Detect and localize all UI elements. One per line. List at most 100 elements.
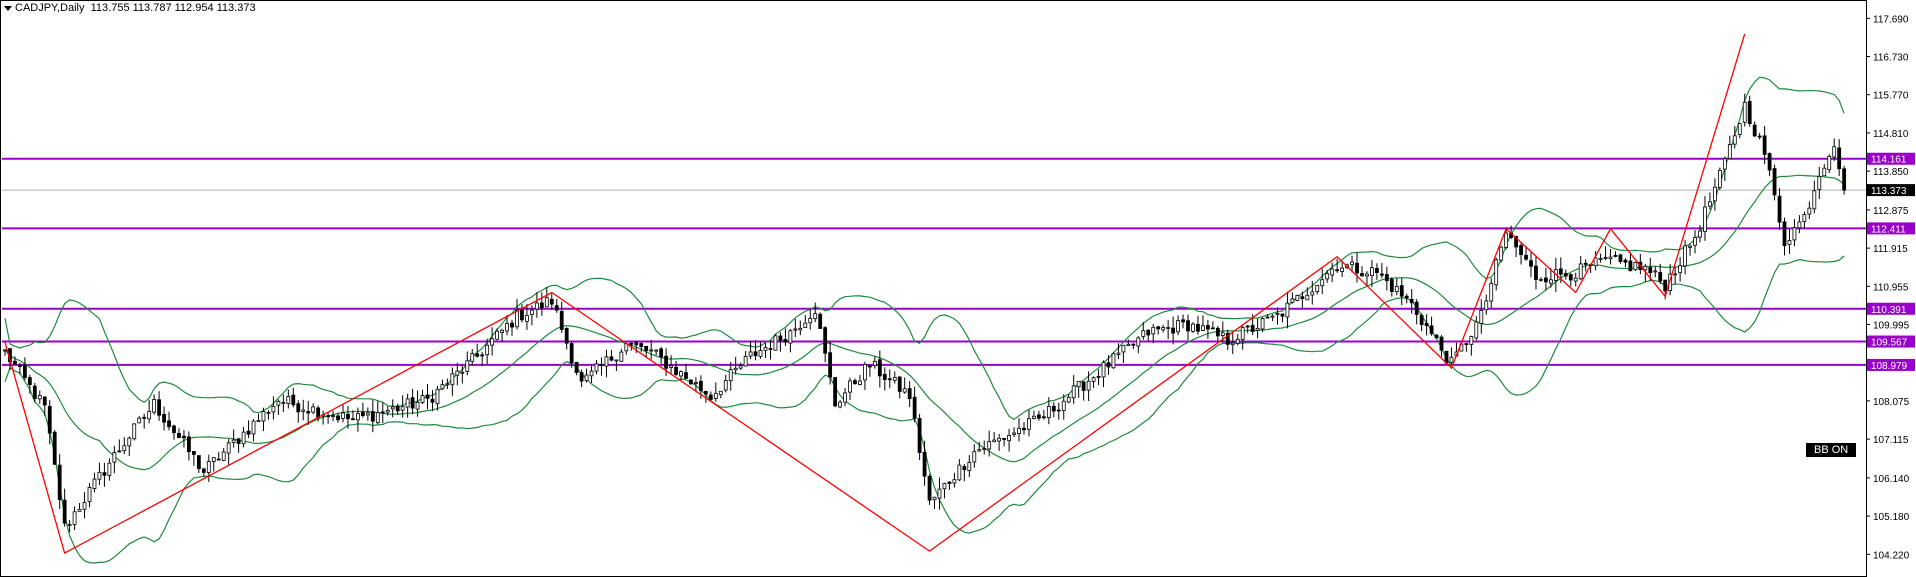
candle-body [927, 476, 932, 501]
candle-body [619, 351, 624, 362]
candle-body [1474, 321, 1479, 339]
candle-body [1817, 176, 1822, 190]
candle-body [1161, 327, 1166, 331]
bb-lower-band [4, 255, 1845, 564]
candle-body [525, 314, 529, 322]
candle-body [410, 397, 415, 409]
candle-body [1792, 227, 1797, 241]
candle-body [599, 364, 604, 366]
candle-body [1295, 295, 1300, 301]
candle-body [137, 417, 142, 424]
candle-body [1713, 186, 1717, 202]
candle-body [1066, 396, 1071, 403]
candle-body [1096, 376, 1101, 378]
candle-body [1593, 257, 1598, 267]
candle-body [1210, 327, 1215, 330]
candle-body [1583, 262, 1588, 265]
candle-body [445, 383, 450, 386]
candle-body [1315, 285, 1320, 292]
candle-body [1613, 255, 1618, 257]
candle-body [182, 435, 186, 439]
candle-body [1489, 282, 1494, 302]
candle-body [1215, 327, 1220, 337]
candle-body [1494, 259, 1499, 286]
candle-body [594, 363, 599, 372]
candle-body [1688, 245, 1692, 248]
candle-body [962, 466, 967, 471]
candle-body [1757, 135, 1762, 138]
candle-body [172, 425, 176, 434]
candle-body [226, 442, 231, 454]
bb-upper-band [4, 76, 1845, 421]
candle-body [1255, 327, 1260, 331]
candle-body [1623, 259, 1628, 263]
candle-body [529, 309, 534, 315]
candle-body [1837, 147, 1842, 170]
candle-body [569, 343, 574, 364]
candle-body [1414, 301, 1419, 315]
candle-body [42, 396, 47, 406]
candle-body [1235, 338, 1240, 344]
candle-body [241, 431, 246, 445]
candle-body [206, 461, 211, 473]
candle-body [460, 371, 465, 374]
plot-border [0, 0, 1867, 577]
candle-body [1628, 260, 1633, 272]
candle-body [708, 394, 713, 400]
candle-body [1379, 273, 1384, 276]
candle-body [718, 390, 723, 396]
candle-body [1017, 427, 1021, 434]
candle-body [62, 499, 67, 524]
candle-body [1683, 245, 1687, 267]
candle-body [132, 423, 137, 440]
candle-body [405, 398, 410, 408]
y-tick-label: 111.915 [1873, 244, 1908, 255]
candle-body [1578, 263, 1583, 280]
candle-body [191, 451, 196, 455]
candle-body [77, 509, 82, 512]
dropdown-triangle-icon[interactable] [4, 5, 12, 11]
candle-body [559, 310, 564, 330]
candle-body [952, 479, 957, 484]
candle-body [365, 412, 370, 416]
candle-body [1802, 214, 1807, 222]
current-price-label: 113.373 [1871, 186, 1907, 197]
candle-body [664, 355, 668, 369]
candle-body [1643, 265, 1648, 271]
candle-body [420, 395, 425, 403]
candle-body [1693, 237, 1697, 246]
bb-status-badge[interactable]: BB ON [1806, 443, 1857, 457]
candle-body [1056, 409, 1061, 412]
candle-body [1598, 258, 1603, 260]
candle-body [341, 412, 345, 419]
candle-body [1762, 135, 1767, 155]
candle-body [196, 455, 201, 469]
candle-body [1772, 168, 1777, 196]
candle-body [1608, 256, 1613, 260]
candle-body [72, 511, 77, 525]
candle-body [201, 468, 206, 473]
candle-body [684, 372, 688, 379]
candle-body [1166, 327, 1171, 329]
candle-body [485, 344, 490, 356]
candle-body [87, 487, 92, 502]
candle-body [1842, 168, 1847, 191]
candle-body [1355, 262, 1359, 274]
candle-body [515, 309, 519, 328]
candle-body [1563, 273, 1568, 277]
candle-body [1121, 344, 1126, 353]
candle-body [1558, 268, 1563, 275]
candle-body [271, 405, 276, 413]
candle-body [659, 348, 664, 358]
candle-body [27, 377, 32, 385]
candle-body [1061, 400, 1066, 411]
zigzag-line [4, 33, 1746, 555]
candle-body [907, 388, 912, 400]
candle-body [1111, 353, 1116, 369]
candle-body [470, 353, 475, 362]
candle-body [544, 297, 549, 308]
candle-body [1633, 262, 1638, 271]
candle-body [216, 458, 221, 461]
candle-body [1116, 352, 1121, 356]
